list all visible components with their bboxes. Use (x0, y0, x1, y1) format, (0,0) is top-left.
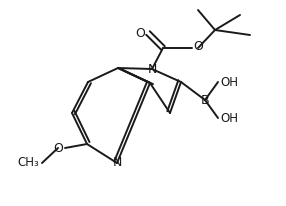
Text: N: N (147, 62, 157, 76)
Text: OH: OH (220, 111, 238, 124)
Text: O: O (53, 142, 63, 154)
Text: O: O (193, 40, 203, 53)
Text: N: N (112, 157, 122, 170)
Text: B: B (201, 94, 209, 107)
Text: OH: OH (220, 76, 238, 89)
Text: O: O (135, 27, 145, 40)
Text: CH₃: CH₃ (17, 157, 39, 170)
